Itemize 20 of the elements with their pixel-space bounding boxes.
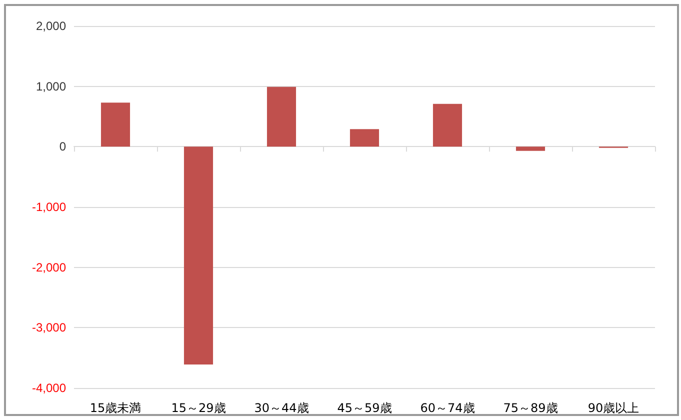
x-tick-label: 90歳以上 [588, 401, 640, 415]
bar [350, 129, 380, 147]
bar [516, 146, 546, 151]
y-tick-label: -1,000 [32, 200, 66, 214]
x-tick-label: 15歳未満 [90, 401, 142, 415]
x-tick-label: 60～74歳 [420, 401, 475, 415]
bar [266, 86, 296, 147]
bar [432, 104, 462, 147]
y-tick-label: -4,000 [32, 381, 66, 395]
y-tick-label: 0 [59, 140, 66, 154]
bar [184, 146, 214, 364]
x-tick-label: 75～89歳 [503, 401, 558, 415]
y-tick-label: 2,000 [36, 19, 66, 33]
x-tick-label: 15～29歳 [171, 401, 226, 415]
bar [100, 102, 130, 147]
y-tick-label: -2,000 [32, 260, 66, 274]
y-tick-label: 1,000 [36, 79, 66, 94]
y-tick-label: -3,000 [32, 320, 66, 335]
x-tick-label: 45～59歳 [337, 401, 392, 415]
x-tick-label: 30～44歳 [254, 401, 309, 415]
